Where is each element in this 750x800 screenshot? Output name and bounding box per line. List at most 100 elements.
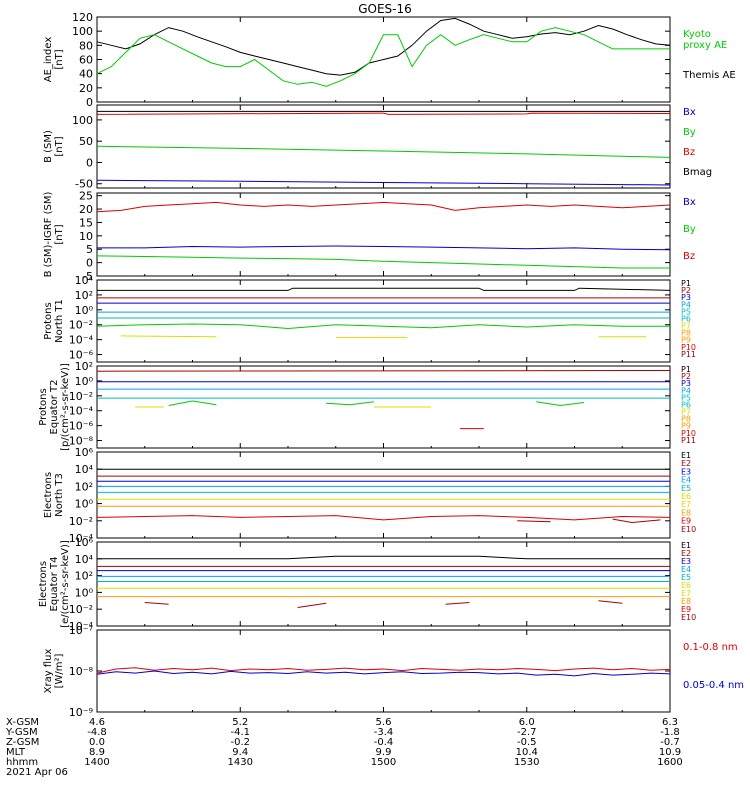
legend-entry: E7 — [681, 589, 691, 598]
legend-entry: E9 — [681, 517, 691, 526]
y-tick-label: 0 — [86, 96, 93, 109]
x-axis-value: -3.4 — [374, 727, 394, 738]
legend-entry: By — [683, 224, 696, 235]
y-tick-label: 10⁻² — [69, 603, 93, 616]
x-axis-value: -0.4 — [374, 737, 394, 748]
y-axis-label: [nT] — [54, 49, 65, 69]
y-tick-label: 10⁴ — [75, 463, 94, 476]
x-axis-value: 1530 — [514, 757, 539, 768]
x-axis-row-label: X-GSM — [6, 717, 39, 728]
x-axis-value: 9.9 — [376, 747, 392, 758]
legend-entry: E1 — [681, 451, 691, 460]
legend-entry: E3 — [681, 557, 691, 566]
legend-entry: Themis AE — [682, 70, 736, 81]
series-line-e10 — [445, 602, 470, 605]
series-line-bz — [96, 201, 671, 213]
y-tick-label: 20 — [79, 203, 93, 216]
legend-entry: P7 — [681, 408, 691, 417]
y-tick-label: 20 — [79, 82, 93, 95]
y-tick-label: 10⁻⁴ — [69, 620, 94, 633]
legend-entry: E4 — [681, 565, 691, 574]
legend-entry: E8 — [681, 597, 691, 606]
x-axis-value: 6.3 — [662, 717, 678, 728]
series-line-e10 — [517, 520, 551, 523]
legend-entry: P9 — [681, 422, 691, 431]
legend-entry: P6 — [681, 400, 691, 409]
y-axis-label: [W/m²] — [54, 653, 65, 688]
legend-entry: P8 — [681, 415, 691, 424]
legend-entry: P4 — [681, 300, 691, 309]
legend-entry: E10 — [681, 613, 696, 622]
series-line-e10 — [612, 518, 661, 524]
legend-entry: E1 — [681, 541, 691, 550]
legend-entry: E2 — [681, 549, 691, 558]
y-tick-label: 10 — [79, 230, 93, 243]
legend-entry: E5 — [681, 573, 691, 582]
y-tick-label: -5 — [82, 270, 93, 283]
y-tick-label: 10⁻⁹ — [69, 706, 93, 719]
y-axis-label: Electrons — [38, 561, 49, 607]
y-tick-label: 10⁻⁴ — [69, 405, 94, 418]
y-tick-label: 10⁰ — [75, 304, 94, 317]
series-line-e9 — [96, 515, 671, 521]
panel-frame — [96, 451, 671, 539]
legend-entry: 0.05-0.4 nm — [683, 680, 744, 691]
panel-frame — [96, 629, 671, 713]
y-tick-label: 0 — [86, 257, 93, 270]
series-line-0-05-0-4-nm — [96, 670, 671, 677]
series-line-by — [96, 145, 671, 158]
y-tick-label: 40 — [79, 68, 93, 81]
series-line-p6 — [536, 401, 585, 407]
legend-entry: Bmag — [683, 167, 712, 178]
y-tick-label: -50 — [75, 178, 93, 191]
legend-entry: P10 — [681, 343, 696, 352]
series-line-bx — [97, 245, 671, 251]
series-line-e10 — [144, 602, 169, 605]
legend-entry: P5 — [681, 307, 691, 316]
panel-7: 10⁻⁴ 10⁻² 10⁰ 10² 10⁴ 10⁶ Electrons Equator T4[… — [38, 536, 696, 633]
y-tick-label: 10⁻⁴ — [69, 532, 94, 545]
series-line-themis-ae — [96, 17, 671, 76]
y-tick-label: 0 — [86, 156, 93, 169]
y-axis-label: AE_index — [43, 37, 54, 83]
x-axis-value: -4.1 — [230, 727, 250, 738]
y-tick-label: 10⁻² — [69, 515, 93, 528]
x-axis-value: -2.7 — [517, 727, 537, 738]
x-axis-value: 8.9 — [89, 747, 105, 758]
legend-entry: P1 — [681, 365, 691, 374]
y-axis-label: [nT] — [54, 224, 65, 244]
legend-entry: E2 — [681, 459, 691, 468]
series-line-p1 — [97, 287, 671, 291]
x-axis-value: -4.8 — [87, 727, 107, 738]
y-axis-label: North T3 — [54, 473, 65, 517]
legend-entry: P2 — [681, 286, 691, 295]
y-tick-label: 25 — [79, 190, 93, 203]
legend-entry: E9 — [681, 605, 691, 614]
panel-8: 10⁻⁹ 10⁻⁸ 10⁻⁷ Xray flux [W/m²] 0.1-0.8 nm 0.0… — [43, 624, 744, 719]
x-axis-value: -0.2 — [230, 737, 250, 748]
y-tick-label: 10⁻² — [69, 319, 93, 332]
x-axis-row-label: Z-GSM — [6, 737, 39, 748]
legend-entry: E4 — [681, 476, 691, 485]
legend-entry: By — [683, 127, 696, 138]
x-axis-value: 5.6 — [376, 717, 392, 728]
legend-entry: Bx — [683, 107, 696, 118]
y-tick-label: 10⁻² — [69, 390, 93, 403]
series-line-p2 — [96, 370, 671, 372]
x-axis-value: 1400 — [84, 757, 109, 768]
y-tick-label: 5 — [86, 243, 93, 256]
legend-entry: P3 — [681, 293, 691, 302]
panel-frame — [96, 279, 671, 363]
y-tick-label: 10⁰ — [75, 498, 94, 511]
x-axis-row-label: MLT — [6, 747, 26, 758]
y-axis-label: Equator T2 — [49, 380, 60, 435]
legend-entry: P6 — [681, 314, 691, 323]
chart-title: GOES-16 — [358, 2, 412, 16]
y-tick-label: 10⁶ — [75, 536, 94, 549]
y-tick-label: 10⁴ — [75, 553, 94, 566]
y-tick-label: 100 — [72, 25, 93, 38]
y-axis-label: [e/(cm²-s-sr-keV)] — [60, 540, 71, 628]
legend-entry: P10 — [681, 429, 696, 438]
